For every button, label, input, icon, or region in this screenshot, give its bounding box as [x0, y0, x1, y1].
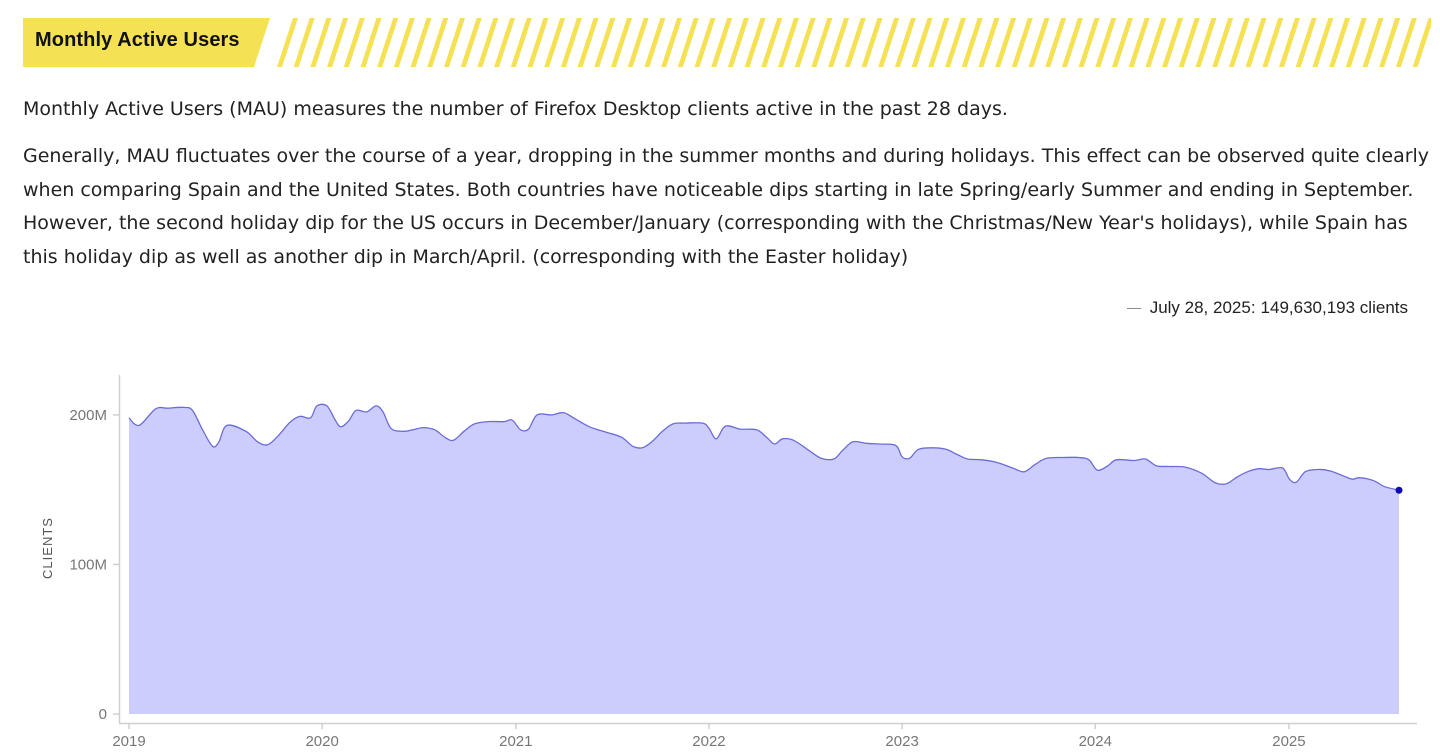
stripe — [393, 18, 415, 67]
stripe — [1145, 18, 1167, 67]
stripe — [1011, 18, 1033, 67]
mau-area-chart[interactable]: 0 100M 200M 2019 2020 2021 2022 2023 2024 2025 CLI… — [0, 330, 1440, 755]
stripe — [1295, 18, 1317, 67]
body-line: this holiday dip as well as another dip … — [23, 245, 909, 268]
stripe — [1061, 18, 1083, 67]
stripe — [293, 18, 315, 67]
stripe — [644, 18, 666, 67]
stripe — [627, 18, 649, 67]
stripe — [277, 18, 298, 67]
mau-area-fill — [129, 404, 1399, 714]
stripe — [460, 18, 482, 67]
section-header: Monthly Active Users — [23, 18, 1431, 67]
stripe — [677, 18, 699, 67]
stripe — [894, 18, 916, 67]
body-line: However, the second holiday dip for the … — [23, 212, 1408, 235]
stripe — [410, 18, 432, 67]
stripe — [1045, 18, 1067, 67]
x-tick-label: 2020 — [305, 733, 338, 750]
stripe — [377, 18, 399, 67]
stripe — [878, 18, 900, 67]
stripe — [1078, 18, 1100, 67]
stripe — [1212, 18, 1234, 67]
stripe — [343, 18, 365, 67]
stripe — [778, 18, 799, 67]
stripe — [1228, 18, 1250, 67]
stripe — [694, 18, 716, 67]
stripe — [1028, 18, 1050, 67]
stripe — [761, 18, 783, 67]
stripe — [961, 18, 983, 67]
mau-series-line — [128, 403, 1400, 491]
stripe — [1112, 18, 1133, 67]
stripe — [1329, 18, 1351, 67]
stripe — [711, 18, 733, 67]
stripe — [327, 18, 349, 67]
stripe — [794, 18, 816, 67]
stripe — [995, 18, 1017, 67]
stripe — [494, 18, 516, 67]
legend-date: July 28, 2025: — [1149, 298, 1256, 317]
stripe — [945, 18, 966, 67]
stripe — [1279, 18, 1300, 67]
stripe — [861, 18, 883, 67]
stripe — [560, 18, 582, 67]
stripe — [544, 18, 566, 67]
stripe — [1345, 18, 1367, 67]
stripe — [1362, 18, 1384, 67]
stripe — [744, 18, 766, 67]
stripe — [360, 18, 382, 67]
stripe — [1195, 18, 1217, 67]
stripe — [444, 18, 465, 67]
stripe — [661, 18, 683, 67]
stripe — [1128, 18, 1150, 67]
stripe — [577, 18, 599, 67]
highlight-point[interactable] — [1395, 486, 1403, 494]
stripe — [611, 18, 632, 67]
stripe — [1245, 18, 1267, 67]
x-tick-label: 2024 — [1079, 733, 1112, 750]
stripe — [978, 18, 1000, 67]
stripe — [427, 18, 449, 67]
body-line: when comparing Spain and the United Stat… — [23, 178, 1414, 201]
intro-text: Monthly Active Users (MAU) measures the … — [23, 98, 1008, 120]
chart-legend: July 28, 2025: 149,630,193 clients — [1126, 298, 1408, 318]
body-paragraph: Generally, MAU fluctuates over the cours… — [23, 140, 1430, 274]
x-tick-label: 2019 — [112, 733, 145, 750]
legend-value: 149,630,193 clients — [1260, 298, 1408, 317]
stripe — [1312, 18, 1334, 67]
stripe — [477, 18, 499, 67]
title-band — [23, 18, 270, 67]
stripe — [594, 18, 616, 67]
y-tick-label: 200M — [69, 407, 107, 424]
stripe — [1095, 18, 1117, 67]
stripe — [1262, 18, 1284, 67]
x-tick-label: 2022 — [692, 733, 725, 750]
stripe — [844, 18, 866, 67]
stripe — [1178, 18, 1200, 67]
y-tick-label: 100M — [69, 556, 107, 573]
stripe — [527, 18, 549, 67]
x-tick-label: 2023 — [885, 733, 918, 750]
stripe — [1162, 18, 1184, 67]
stripe — [310, 18, 332, 67]
body-line: Generally, MAU fluctuates over the cours… — [23, 145, 1430, 167]
x-tick-label: 2021 — [499, 733, 532, 750]
legend-swatch — [1126, 307, 1141, 309]
stripe-banner — [23, 18, 1431, 67]
stripe — [727, 18, 749, 67]
stripe — [911, 18, 933, 67]
y-axis-title: CLIENTS — [40, 517, 55, 579]
stripe — [928, 18, 950, 67]
y-tick-label: 0 — [99, 706, 107, 723]
stripe — [1395, 18, 1417, 67]
stripe — [1379, 18, 1401, 67]
stripe — [811, 18, 833, 67]
x-tick-label: 2025 — [1272, 733, 1305, 750]
stripe — [1412, 18, 1431, 67]
section-title: Monthly Active Users — [35, 29, 240, 51]
stripe — [828, 18, 850, 67]
stripe — [510, 18, 532, 67]
